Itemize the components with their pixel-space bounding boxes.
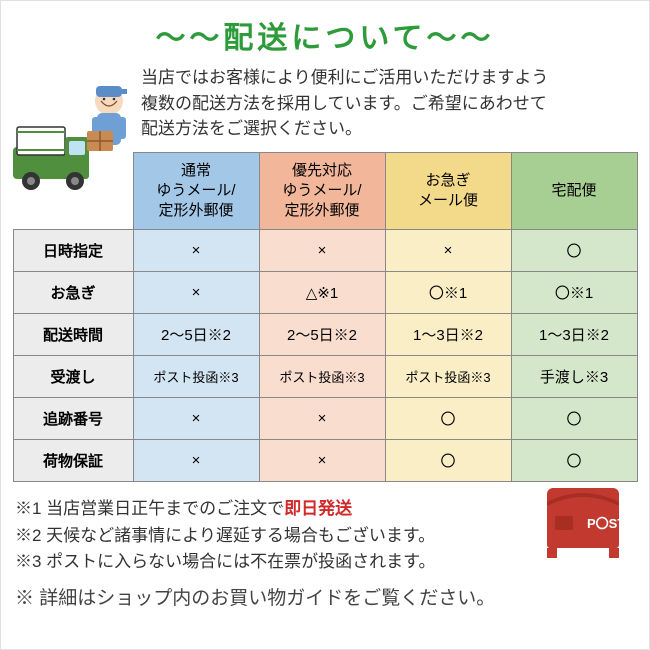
col-header-line: 通常 (181, 162, 211, 179)
delivery-truck-icon (9, 79, 139, 199)
intro-line: 複数の配送方法を採用しています。ご希望にあわせて (141, 94, 547, 113)
col-header: 通常ゆうメール/定形外郵便 (133, 152, 259, 230)
col-header-line: 定形外郵便 (158, 202, 233, 219)
table-cell: ポスト投函※3 (133, 356, 259, 398)
col-header-line: ゆうメール/ (282, 182, 361, 199)
row-label: 追跡番号 (13, 398, 133, 440)
intro-line: 当店ではお客様により便利にご活用いただけますよう (141, 68, 548, 87)
col-header-line: ゆうメール/ (156, 182, 235, 199)
col-header-line: メール便 (418, 192, 478, 209)
table-cell: 〇 (385, 398, 511, 440)
table-cell: × (259, 440, 385, 482)
table-cell: × (385, 230, 511, 272)
intro-line: 配送方法をご選択ください。 (141, 119, 362, 138)
table-cell: ポスト投函※3 (385, 356, 511, 398)
table-row: 日時指定×××〇 (13, 230, 637, 272)
col-header-line: 定形外郵便 (284, 202, 359, 219)
footnotes: ※1 当店営業日正午までのご注文で即日発送 ※2 天候など諸事情により遅延する場… (1, 482, 649, 577)
shipping-table: 通常ゆうメール/定形外郵便 優先対応ゆうメール/定形外郵便 お急ぎメール便 宅配… (13, 152, 638, 483)
table-cell: × (133, 440, 259, 482)
table-cell: 〇※1 (511, 272, 637, 314)
table-cell: × (133, 230, 259, 272)
table-cell: × (259, 230, 385, 272)
svg-text:P〇ST: P〇ST (587, 516, 625, 531)
table-cell: 〇 (511, 398, 637, 440)
table-cell: × (259, 398, 385, 440)
mailbox-icon: P〇ST (541, 486, 631, 558)
table-cell: 〇 (511, 440, 637, 482)
table-cell: 手渡し※3 (511, 356, 637, 398)
table-cell: × (133, 272, 259, 314)
row-label: 荷物保証 (13, 440, 133, 482)
table-cell: 1～3日※2 (511, 314, 637, 356)
col-header-line: 優先対応 (292, 162, 352, 179)
table-cell: 2～5日※2 (133, 314, 259, 356)
row-label: お急ぎ (13, 272, 133, 314)
table-cell: △※1 (259, 272, 385, 314)
col-header-line: 宅配便 (551, 182, 596, 199)
table-cell: ポスト投函※3 (259, 356, 385, 398)
table-cell: 〇※1 (385, 272, 511, 314)
footnote-text: ※1 当店営業日正午までのご注文で (15, 499, 284, 518)
table-row: お急ぎ×△※1〇※1〇※1 (13, 272, 637, 314)
row-label: 受渡し (13, 356, 133, 398)
col-header: 宅配便 (511, 152, 637, 230)
col-header-line: お急ぎ (425, 172, 470, 189)
footnote-accent: 即日発送 (284, 499, 352, 518)
table-cell: × (133, 398, 259, 440)
table-cell: 2～5日※2 (259, 314, 385, 356)
row-label: 日時指定 (13, 230, 133, 272)
table-row: 追跡番号××〇〇 (13, 398, 637, 440)
final-note: ※ 詳細はショップ内のお買い物ガイドをご覧ください。 (1, 577, 649, 610)
table-row: 受渡しポスト投函※3ポスト投函※3ポスト投函※3手渡し※3 (13, 356, 637, 398)
table-cell: 1～3日※2 (385, 314, 511, 356)
table-row: 荷物保証××〇〇 (13, 440, 637, 482)
row-label: 配送時間 (13, 314, 133, 356)
col-header: お急ぎメール便 (385, 152, 511, 230)
table-cell: 〇 (385, 440, 511, 482)
col-header: 優先対応ゆうメール/定形外郵便 (259, 152, 385, 230)
page-title: ～～配送について～～ (1, 1, 649, 65)
table-row: 配送時間2～5日※22～5日※21～3日※21～3日※2 (13, 314, 637, 356)
table-cell: 〇 (511, 230, 637, 272)
